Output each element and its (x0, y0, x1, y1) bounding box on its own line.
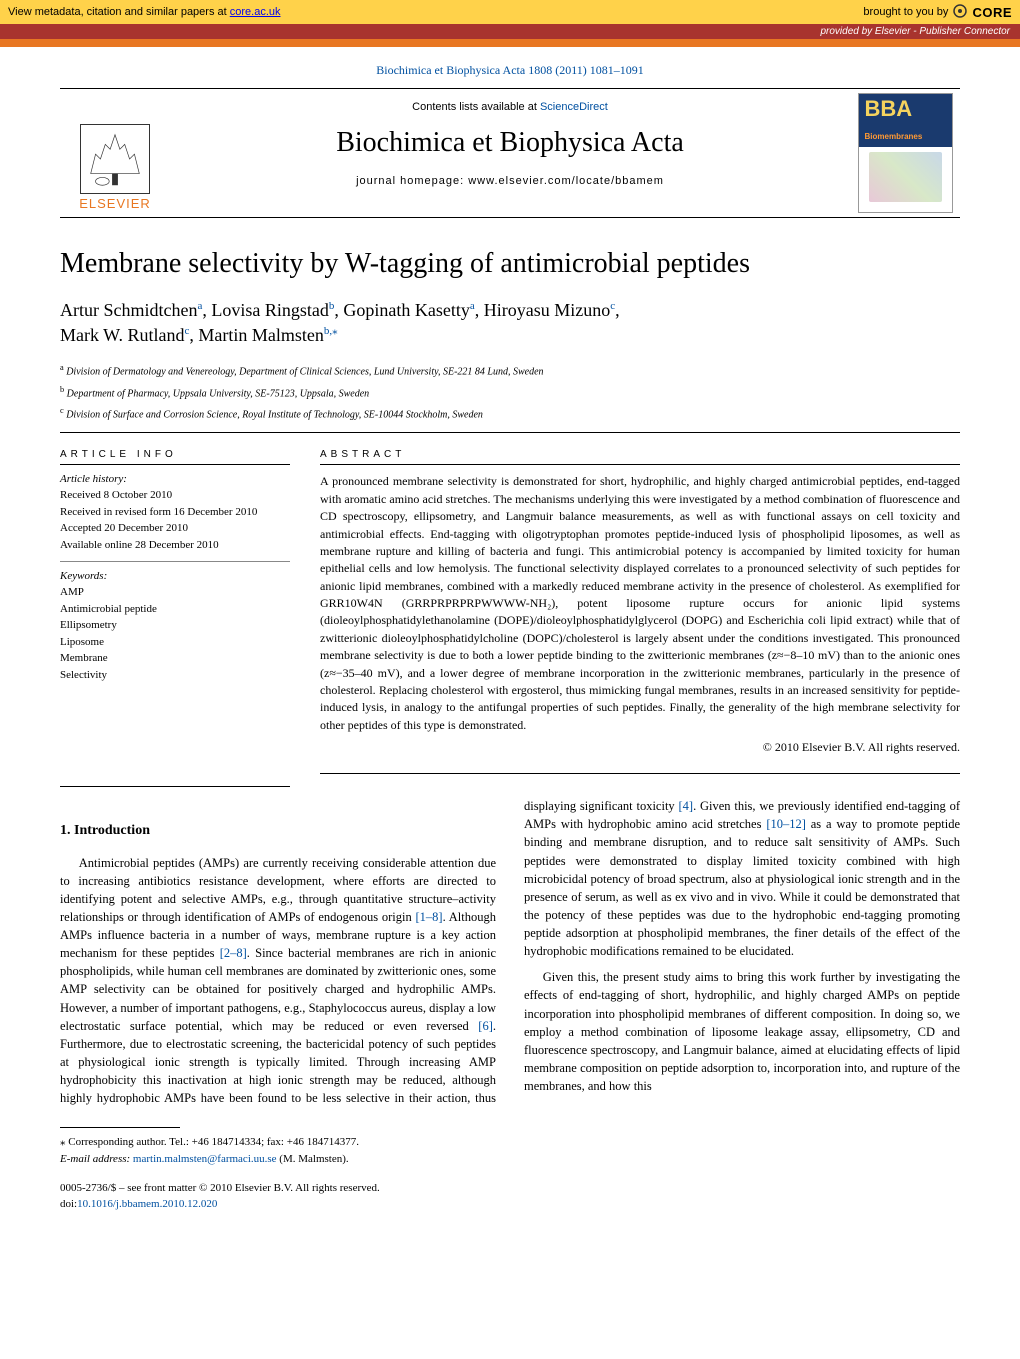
article-title: Membrane selectivity by W-tagging of ant… (60, 248, 960, 280)
banner-left-text: View metadata, citation and similar pape… (8, 6, 230, 18)
keyword: AMP (60, 584, 290, 601)
homepage-line: journal homepage: www.elsevier.com/locat… (180, 175, 840, 187)
citation-link[interactable]: Biochimica et Biophysica Acta 1808 (2011… (376, 63, 644, 77)
corresponding-footnote: ⁎ Corresponding author. Tel.: +46 184714… (60, 1134, 960, 1151)
keyword: Selectivity (60, 667, 290, 684)
banner-left: View metadata, citation and similar pape… (8, 6, 281, 18)
history-line: Available online 28 December 2010 (60, 537, 290, 554)
affiliation: c Division of Surface and Corrosion Scie… (60, 405, 960, 422)
affiliation: a Division of Dermatology and Venereolog… (60, 362, 960, 379)
bba-initials: BBA (865, 100, 913, 119)
core-link[interactable]: core.ac.uk (230, 6, 281, 18)
author: Martin Malmsten (198, 325, 323, 345)
doi-line: doi:10.1016/j.bbamem.2010.12.020 (60, 1197, 960, 1212)
author: Mark W. Rutland (60, 325, 185, 345)
article-info-heading: article info (60, 449, 290, 460)
banner-right-text: brought to you by (863, 6, 948, 18)
ref-link[interactable]: [4] (678, 799, 693, 813)
article-body: Membrane selectivity by W-tagging of ant… (60, 248, 960, 1212)
info-abstract-row: article info Article history: Received 8… (60, 449, 960, 782)
ref-link[interactable]: [10–12] (766, 817, 806, 831)
authors-line: Artur Schmidtchena, Lovisa Ringstadb, Go… (60, 298, 960, 348)
keyword: Liposome (60, 634, 290, 651)
history-line: Received 8 October 2010 (60, 487, 290, 504)
abstract-col: abstract A pronounced membrane selectivi… (320, 449, 960, 782)
author-sup[interactable]: b,⁎ (324, 325, 338, 337)
bba-cover-image: BBA Biomembranes (858, 93, 953, 213)
author: Artur Schmidtchen (60, 300, 197, 320)
banner-right: brought to you by CORE (863, 3, 1012, 22)
bba-subtext: Biomembranes (865, 132, 923, 141)
abstract-copyright: © 2010 Elsevier B.V. All rights reserved… (320, 740, 960, 755)
elsevier-tree-icon (80, 124, 150, 194)
divider (60, 432, 960, 433)
core-icon (952, 3, 968, 22)
ref-link[interactable]: [2–8] (220, 946, 247, 960)
elsevier-logo-block: ELSEVIER (60, 89, 170, 217)
keyword: Membrane (60, 650, 290, 667)
bba-cover-art (869, 152, 942, 202)
author-sup[interactable]: c (185, 325, 190, 337)
history-label: Article history: (60, 473, 290, 485)
elsevier-text: ELSEVIER (79, 196, 151, 211)
author-sup[interactable]: c (610, 300, 615, 312)
orange-stripe (0, 39, 1020, 47)
footnote-rule (60, 1127, 180, 1128)
author-sup[interactable]: a (470, 300, 475, 312)
history-line: Accepted 20 December 2010 (60, 520, 290, 537)
contents-line: Contents lists available at ScienceDirec… (180, 101, 840, 113)
divider (60, 786, 290, 787)
history-line: Received in revised form 16 December 201… (60, 504, 290, 521)
author: Lovisa Ringstad (211, 300, 329, 320)
journal-name: Biochimica et Biophysica Acta (180, 127, 840, 159)
intro-para-2: Given this, the present study aims to br… (524, 968, 960, 1095)
provided-by-strip: provided by Elsevier - Publisher Connect… (0, 24, 1020, 39)
cover-thumb: BBA Biomembranes (850, 89, 960, 217)
affiliation: b Department of Pharmacy, Uppsala Univer… (60, 384, 960, 401)
keyword: Antimicrobial peptide (60, 601, 290, 618)
introduction-columns: 1. Introduction Antimicrobial peptides (… (60, 797, 960, 1107)
core-banner: View metadata, citation and similar pape… (0, 0, 1020, 24)
core-logo-text: CORE (972, 5, 1012, 20)
email-footnote: E-mail address: martin.malmsten@farmaci.… (60, 1151, 960, 1168)
introduction-heading: 1. Introduction (60, 821, 496, 841)
citation-line: Biochimica et Biophysica Acta 1808 (2011… (0, 63, 1020, 78)
issn-line: 0005-2736/$ – see front matter © 2010 El… (60, 1181, 960, 1196)
email-label: E-mail address: (60, 1153, 133, 1165)
divider (320, 773, 960, 774)
keywords-label: Keywords: (60, 570, 290, 582)
divider (60, 464, 290, 465)
header-center: Contents lists available at ScienceDirec… (170, 89, 850, 217)
ref-link[interactable]: [1–8] (415, 910, 442, 924)
email-link[interactable]: martin.malmsten@farmaci.uu.se (133, 1153, 277, 1165)
ref-link[interactable]: [6] (478, 1019, 493, 1033)
doi-link[interactable]: 10.1016/j.bbamem.2010.12.020 (77, 1198, 217, 1210)
contents-pre: Contents lists available at (412, 101, 540, 113)
divider (60, 561, 290, 562)
sciencedirect-link[interactable]: ScienceDirect (540, 101, 608, 113)
author: Hiroyasu Mizuno (484, 300, 610, 320)
article-info-col: article info Article history: Received 8… (60, 449, 290, 782)
abstract-text: A pronounced membrane selectivity is dem… (320, 473, 960, 734)
author-sup[interactable]: a (197, 300, 202, 312)
author: Gopinath Kasetty (343, 300, 469, 320)
divider (320, 464, 960, 465)
journal-header-box: ELSEVIER Contents lists available at Sci… (60, 88, 960, 218)
abstract-heading: abstract (320, 449, 960, 460)
keyword: Ellipsometry (60, 617, 290, 634)
author-sup[interactable]: b (329, 300, 335, 312)
copyright-block: 0005-2736/$ – see front matter © 2010 El… (60, 1181, 960, 1212)
